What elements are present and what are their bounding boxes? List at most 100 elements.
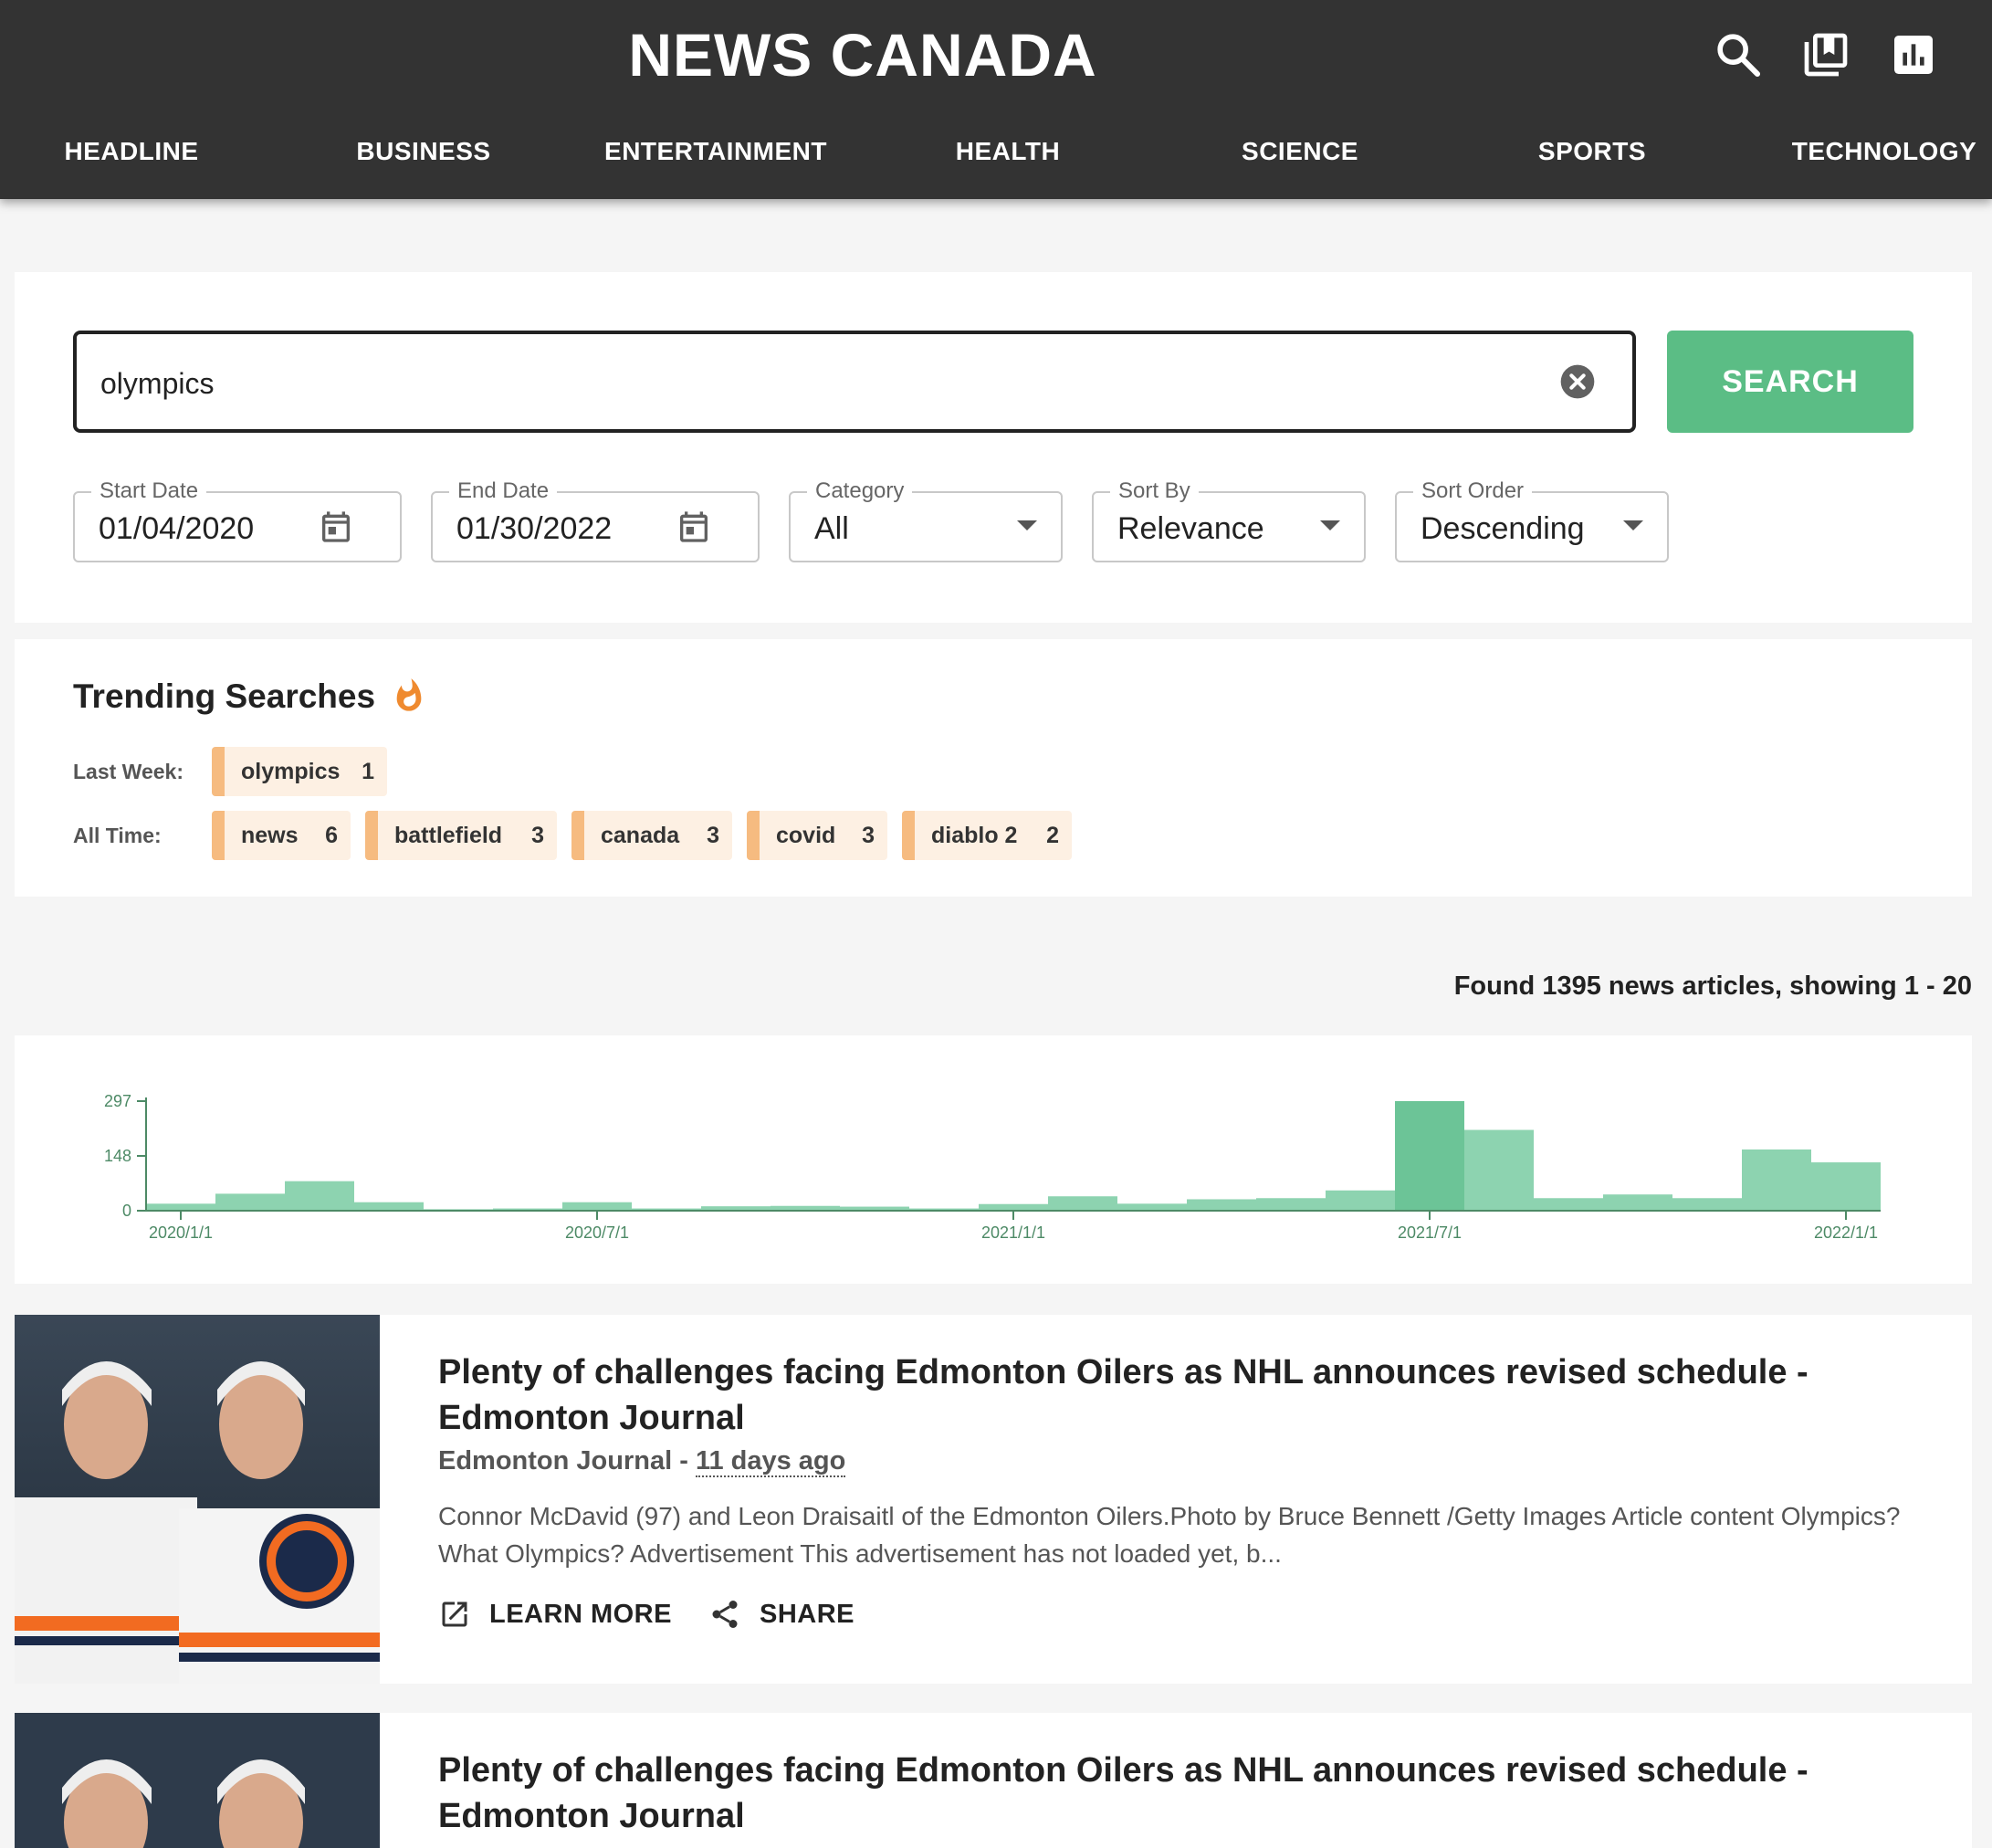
search-input[interactable] [99,360,1545,407]
search-button[interactable]: SEARCH [1667,331,1913,433]
chart-card: 297 148 0 2020/1/1 2020/7/1 2021/1/1 2021/7/1 2… [15,1035,1972,1284]
search-card [15,272,1972,623]
chart-bar [1048,1196,1117,1211]
chart-bar [632,1208,701,1211]
chip-term: news [241,822,299,848]
article-time[interactable]: 11 days ago [695,1446,846,1477]
dropdown-arrow-icon[interactable] [1017,520,1037,530]
nav-entertainment[interactable]: ENTERTAINMENT [604,137,827,165]
end-date-field[interactable]: End Date 01/30/2022 [431,478,760,562]
x-tick-label: 2021/1/1 [981,1223,1045,1242]
article-title[interactable]: Plenty of challenges facing Edmonton Oil… [438,1353,1809,1437]
chart-bar [1187,1199,1256,1211]
learn-more-button[interactable]: LEARN MORE [438,1598,672,1631]
end-date-value[interactable]: 01/30/2022 [456,511,613,546]
start-date-value[interactable]: 01/04/2020 [99,511,255,546]
category-value[interactable]: All [814,511,849,546]
chart-bar [909,1208,979,1211]
y-tick-label: 0 [122,1202,131,1220]
share-button[interactable]: SHARE [708,1598,854,1631]
y-tick-label: 148 [104,1147,131,1165]
chart-bar [146,1203,215,1211]
chart-bar [979,1203,1048,1211]
article-card: Plenty of challenges facing Edmonton Oil… [15,1315,1972,1684]
chip-count: 1 [362,758,374,784]
open-in-new-icon [442,1601,467,1627]
last-week-label: Last Week: [73,760,184,783]
trending-chip-battlefield[interactable]: battlefield 3 [365,811,557,860]
category-label: Category [807,478,913,504]
site-title[interactable]: NEWS CANADA [628,21,1097,89]
dropdown-arrow-icon[interactable] [1623,520,1643,530]
search-icon[interactable] [1713,29,1764,80]
chart-bar [1811,1162,1881,1211]
nav-sports[interactable]: SPORTS [1537,137,1647,165]
chip-term: covid [776,822,836,848]
chip-term: canada [601,822,680,848]
chart-bar [215,1193,285,1211]
chart-bar [354,1202,424,1211]
chip-term: battlefield [394,822,503,848]
chart-bar [1603,1194,1672,1211]
trending-chip-news[interactable]: news 6 [212,811,351,860]
sort-by-value[interactable]: Relevance [1117,511,1264,546]
fire-icon [396,678,422,711]
chart-bar [1672,1198,1742,1211]
sort-by-label: Sort By [1110,478,1199,504]
analytics-icon[interactable] [1888,29,1939,80]
article-thumbnail[interactable] [15,1315,380,1684]
bookmarks-icon[interactable] [1800,29,1851,80]
nav-technology[interactable]: TECHNOLOGY [1791,137,1977,165]
chip-count: 3 [862,822,875,848]
start-date-field[interactable]: Start Date 01/04/2020 [73,478,402,562]
nav-science[interactable]: SCIENCE [1242,137,1358,165]
chip-count: 6 [325,822,338,848]
chart-bar [1534,1198,1603,1211]
x-tick-label: 2020/1/1 [149,1223,213,1242]
article-title[interactable]: Plenty of challenges facing Edmonton Oil… [438,1751,1809,1835]
trending-chip-olympics[interactable]: olympics 1 [212,747,387,796]
article-card: Plenty of challenges facing Edmonton Oil… [15,1713,1972,1848]
chip-count: 2 [1046,822,1059,848]
dropdown-arrow-icon[interactable] [1320,520,1340,530]
chart-bar [840,1206,909,1211]
category-select[interactable]: Category All [789,478,1063,562]
share-label: SHARE [760,1599,855,1629]
sort-order-select[interactable]: Sort Order Descending [1395,478,1669,562]
article-histogram: 297 148 0 2020/1/1 2020/7/1 2021/1/1 2021/7/1 2… [104,1092,1881,1242]
x-tick-label: 2020/7/1 [565,1223,629,1242]
trending-title: Trending Searches [73,677,376,715]
chart-bar [1117,1203,1187,1211]
calendar-icon[interactable] [676,508,712,546]
chip-term: diablo 2 [931,822,1018,848]
chart-bar [1464,1129,1534,1211]
clear-icon[interactable] [1559,363,1596,400]
calendar-icon[interactable] [318,508,354,546]
search-field[interactable] [73,331,1636,433]
chart-bar [562,1202,632,1211]
nav-headline[interactable]: HEADLINE [64,137,199,165]
nav-business[interactable]: BUSINESS [356,137,491,165]
chart-bar [1256,1198,1326,1211]
chart-bar [1326,1190,1395,1211]
nav-health[interactable]: HEALTH [955,137,1061,165]
start-date-label: Start Date [91,478,207,504]
y-tick-label: 297 [104,1092,131,1110]
chart-bar [1395,1101,1464,1211]
all-time-label: All Time: [73,824,162,847]
trending-chip-diablo-2[interactable]: diablo 2 2 [902,811,1072,860]
trending-chip-canada[interactable]: canada 3 [571,811,732,860]
share-icon [712,1601,738,1628]
chip-count: 3 [707,822,719,848]
sort-order-label: Sort Order [1413,478,1533,504]
chip-term: olympics [241,758,341,784]
trending-chip-covid[interactable]: covid 3 [747,811,887,860]
sort-by-select[interactable]: Sort By Relevance [1092,478,1366,562]
results-summary: Found 1395 news articles, showing 1 - 20 [1453,971,1972,1001]
article-meta: Edmonton Journal - 11 days ago [438,1446,846,1477]
chart-bar [493,1208,562,1211]
end-date-label: End Date [449,478,558,504]
article-thumbnail[interactable] [15,1713,380,1848]
sort-order-value[interactable]: Descending [1421,511,1585,546]
chart-bar [771,1205,840,1211]
